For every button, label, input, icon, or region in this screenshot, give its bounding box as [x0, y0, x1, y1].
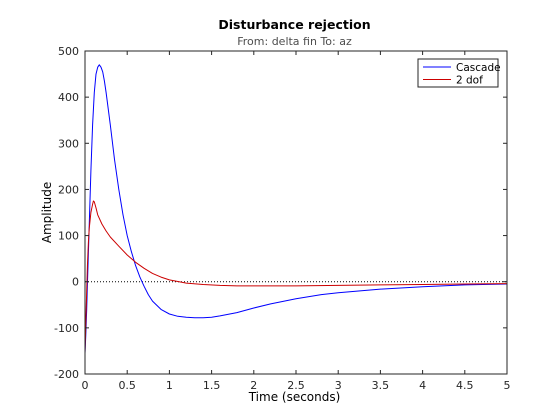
x-ticks: 0 0.5 1 1.5 2 2.5 3 3.5 4 4.5 5 [82, 51, 511, 392]
legend-box [417, 58, 499, 88]
y-tick-label: 500 [58, 45, 79, 58]
x-tick-label: 0 [82, 379, 89, 392]
y-tick-label: -200 [54, 368, 79, 381]
plot-area [85, 51, 507, 374]
series-group [84, 64, 508, 354]
x-axis-label: Time (seconds) [248, 390, 341, 404]
y-tick-label: 0 [72, 276, 79, 289]
y-tick-label: 300 [58, 137, 79, 150]
x-tick-label: 4 [419, 379, 426, 392]
legend-label-2-dof: 2 dof [456, 75, 483, 87]
x-tick-label: 2 [250, 379, 257, 392]
y-tick-label: -100 [54, 322, 79, 335]
chart-subtitle: From: delta fin To: az [237, 35, 352, 48]
chart-title: Disturbance rejection [218, 17, 370, 32]
y-tick-label: 100 [58, 230, 79, 243]
x-tick-label: 4.5 [456, 379, 474, 392]
x-tick-label: 1.5 [203, 379, 221, 392]
y-tick-label: 200 [58, 183, 79, 196]
series-line-2-dof [84, 200, 508, 354]
x-tick-label: 5 [504, 379, 511, 392]
legend-label-cascade: Cascade [456, 62, 501, 74]
x-tick-label: 3 [335, 379, 342, 392]
y-tick-label: 400 [58, 91, 79, 104]
series-line-cascade [84, 64, 508, 354]
x-tick-label: 0.5 [118, 379, 136, 392]
y-axis-label: Amplitude [40, 182, 54, 244]
x-tick-label: 2.5 [287, 379, 305, 392]
y-ticks: -200 -100 0 100 200 300 400 500 [54, 45, 507, 381]
x-tick-label: 1 [166, 379, 173, 392]
x-tick-label: 3.5 [372, 379, 390, 392]
